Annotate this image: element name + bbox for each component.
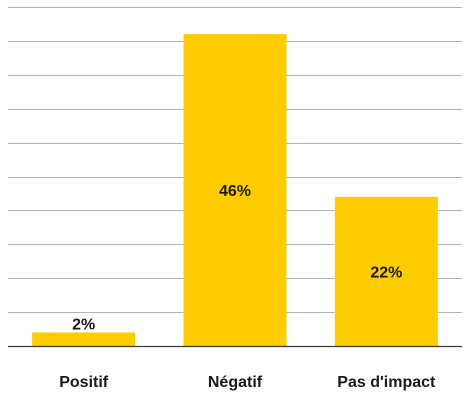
data-label: 22% — [370, 264, 402, 281]
data-label: 46% — [219, 183, 251, 200]
bars — [32, 34, 438, 347]
bar-n-gatif — [183, 34, 287, 347]
bar-positif — [32, 332, 136, 346]
bar-pas-d-impact — [334, 196, 438, 346]
data-label: 2% — [72, 316, 95, 333]
category-label: Positif — [59, 374, 109, 391]
category-labels: Positif Négatif Pas d'impact — [59, 374, 436, 391]
category-label: Négatif — [208, 374, 263, 391]
data-labels: 2% 46% 22% — [72, 183, 402, 333]
category-label: Pas d'impact — [337, 374, 436, 391]
